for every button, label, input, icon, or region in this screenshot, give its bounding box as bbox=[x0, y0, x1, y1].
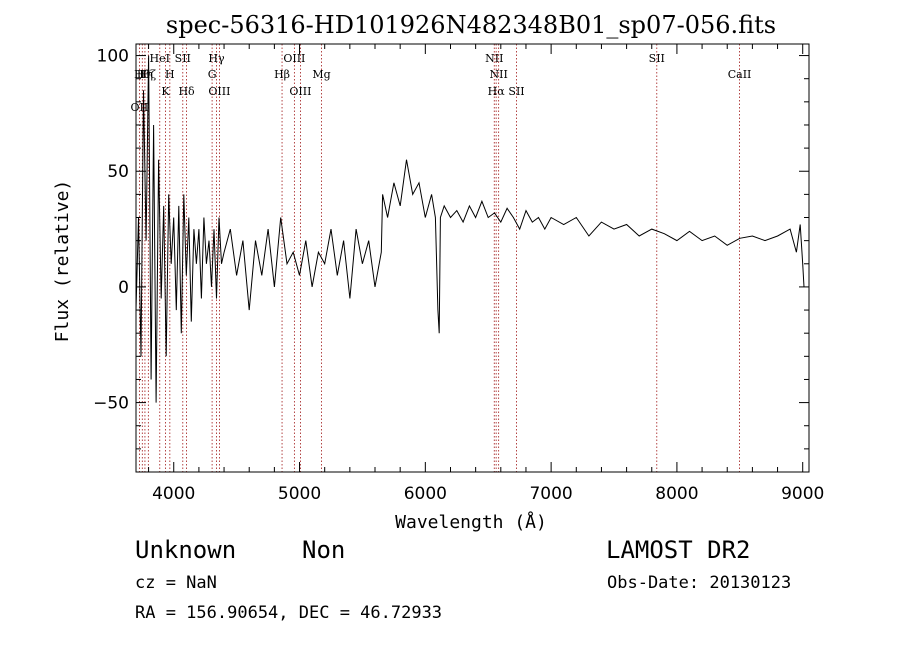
x-tick-label: 4000 bbox=[152, 484, 195, 504]
plot-frame bbox=[135, 43, 810, 473]
chart-title: spec-56316-HD101926N482348B01_sp07-056.f… bbox=[166, 11, 776, 39]
plot-axes: 4000 5000 6000 7000 8000 9000 −50 0 50 100 bbox=[93, 43, 824, 504]
object-class: Non bbox=[302, 536, 346, 564]
line-marker-label: HeI bbox=[150, 52, 170, 65]
line-marker-label: OIII bbox=[283, 52, 305, 65]
y-tick-label: 50 bbox=[107, 162, 129, 182]
x-axis-label: Wavelength (Å) bbox=[395, 511, 547, 533]
emission-line-markers: OIIHθHηHζHeIKHSIIHδGHγOIIIHβOIIIOIIIMgNI… bbox=[131, 44, 752, 472]
survey-name: LAMOST DR2 bbox=[606, 536, 751, 564]
line-marker-label: Hγ bbox=[208, 52, 225, 65]
line-marker-label: SII bbox=[175, 52, 191, 65]
line-marker-label: Hα bbox=[488, 85, 506, 98]
coordinates-ra-dec: RA = 156.90654, DEC = 46.72933 bbox=[135, 603, 443, 623]
line-marker-label: Hθ bbox=[134, 68, 151, 81]
y-tick-label: 0 bbox=[118, 278, 129, 298]
observation-date: Obs-Date: 20130123 bbox=[607, 573, 792, 593]
line-marker-label: OII bbox=[131, 101, 149, 114]
y-tick-label: 100 bbox=[97, 47, 129, 67]
x-tick-label: 5000 bbox=[278, 484, 321, 504]
line-marker-label: CaII bbox=[728, 68, 752, 81]
line-marker-label: Mg bbox=[312, 68, 330, 81]
x-tick-label: 7000 bbox=[529, 484, 572, 504]
x-tick-label: 8000 bbox=[655, 484, 698, 504]
line-marker-label: SII bbox=[508, 85, 524, 98]
line-marker-label: Hδ bbox=[178, 85, 195, 98]
line-marker-label: K bbox=[161, 85, 170, 98]
line-marker-label: NII bbox=[490, 68, 508, 81]
y-tick-label: −50 bbox=[93, 394, 129, 414]
line-marker-label: Hβ bbox=[274, 68, 290, 81]
line-marker-label: G bbox=[208, 68, 217, 81]
line-marker-label: NII bbox=[485, 52, 503, 65]
plot-area bbox=[135, 55, 805, 403]
x-tick-label: 9000 bbox=[781, 484, 824, 504]
line-marker-label: H bbox=[165, 68, 175, 81]
spectrum-line bbox=[135, 55, 805, 403]
line-marker-label: OIII bbox=[208, 85, 230, 98]
redshift-cz: cz = NaN bbox=[135, 573, 217, 593]
y-axis-label: Flux (relative) bbox=[52, 180, 73, 343]
line-marker-label: OIII bbox=[289, 85, 311, 98]
object-name: Unknown bbox=[135, 536, 237, 564]
x-tick-label: 6000 bbox=[404, 484, 447, 504]
line-marker-label: SII bbox=[649, 52, 665, 65]
